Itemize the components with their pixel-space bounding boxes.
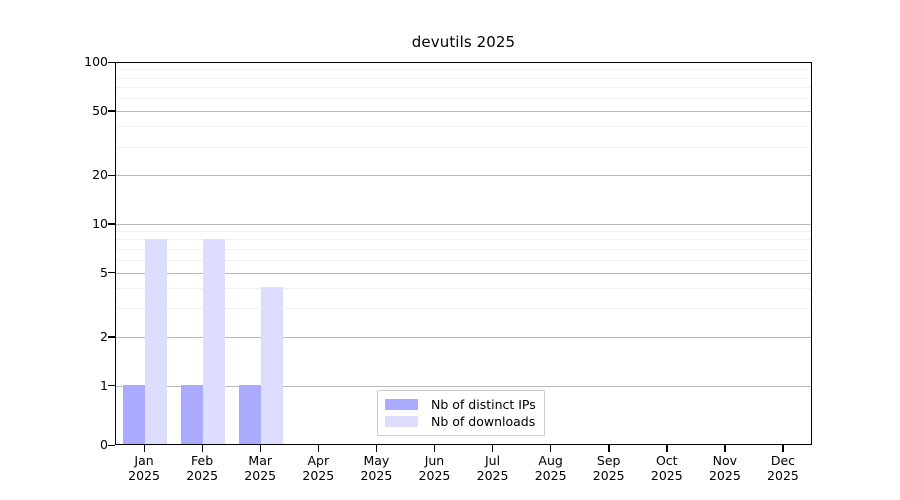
x-tick-label-year: 2025 — [708, 468, 741, 483]
x-tick-mark — [143, 445, 145, 452]
chart-legend: Nb of distinct IPs Nb of downloads — [377, 390, 545, 436]
x-tick-mark — [724, 445, 726, 452]
gridline-major — [116, 385, 811, 387]
gridline-minor — [116, 87, 811, 89]
y-tick-mark — [108, 272, 115, 274]
x-tick-label: Jun 2025 — [394, 453, 474, 483]
gridline-major — [116, 272, 811, 274]
gridline-minor — [116, 97, 811, 99]
x-tick-label-month: Mar — [248, 453, 272, 468]
gridline-minor — [116, 288, 811, 290]
x-tick-mark — [492, 445, 494, 452]
x-tick-label-month: Nov — [712, 453, 738, 468]
x-tick-label: Feb 2025 — [162, 453, 242, 483]
x-tick-label-month: Sep — [596, 453, 621, 468]
gridline-minor — [116, 239, 811, 241]
x-tick-label-month: Aug — [538, 453, 563, 468]
legend-label: Nb of downloads — [431, 414, 536, 429]
x-tick-label-year: 2025 — [767, 468, 799, 483]
y-tick-mark — [108, 110, 115, 112]
x-tick-label: May 2025 — [336, 453, 416, 483]
gridline-minor — [116, 248, 811, 250]
gridline-major — [116, 62, 811, 63]
x-tick-label-month: Jul — [484, 453, 501, 468]
x-tick-mark — [782, 445, 784, 452]
y-tick-label: 5 — [100, 264, 108, 280]
x-tick-label-year: 2025 — [186, 468, 219, 483]
y-tick-label: 10 — [92, 215, 108, 231]
legend-item: Nb of distinct IPs — [385, 396, 536, 413]
x-tick-label: Aug 2025 — [511, 453, 591, 483]
x-tick-label-year: 2025 — [650, 468, 683, 483]
x-tick-label-month: Oct — [655, 453, 678, 468]
y-tick-label: 0 — [100, 437, 108, 452]
gridline-minor — [116, 259, 811, 261]
x-tick-label-month: Feb — [191, 453, 214, 468]
legend-label: Nb of distinct IPs — [431, 397, 536, 412]
y-tick-mark — [108, 61, 115, 63]
bar-distinct-ips — [123, 384, 146, 444]
y-tick-label: 100 — [84, 54, 108, 69]
y-tick-label: 2 — [100, 328, 108, 344]
x-tick-label-month: May — [363, 453, 390, 468]
x-tick-label-year: 2025 — [360, 468, 393, 483]
x-tick-label-month: Jan — [134, 453, 154, 468]
x-tick-label-year: 2025 — [128, 468, 160, 483]
gridline-major — [116, 223, 811, 225]
x-tick-label: Jan 2025 — [104, 453, 184, 483]
gridline-major — [116, 175, 811, 177]
gridline-minor — [116, 69, 811, 71]
y-tick-mark — [108, 336, 115, 338]
x-tick-mark — [317, 445, 320, 452]
y-tick-mark — [108, 385, 115, 387]
legend-swatch-icon — [385, 416, 418, 427]
x-tick-label-year: 2025 — [476, 468, 509, 483]
x-tick-label: Dec 2025 — [743, 453, 823, 483]
x-tick-label-year: 2025 — [418, 468, 451, 483]
x-tick-mark — [550, 445, 552, 452]
bar-downloads — [203, 238, 226, 444]
legend-swatch-icon — [385, 399, 418, 410]
bar-distinct-ips — [239, 384, 262, 444]
gridline-minor — [116, 231, 811, 233]
x-tick-label-year: 2025 — [302, 468, 335, 483]
gridline-minor — [116, 308, 811, 310]
x-tick-mark — [201, 445, 203, 452]
x-tick-label: Oct 2025 — [627, 453, 707, 483]
x-tick-label: Nov 2025 — [685, 453, 765, 483]
y-tick-mark — [108, 174, 115, 176]
bar-downloads — [145, 238, 168, 444]
y-tick-label: 50 — [92, 102, 108, 118]
x-tick-label-month: Apr — [307, 453, 330, 468]
x-tick-mark — [608, 445, 610, 452]
gridline-major — [116, 336, 811, 338]
plot-area — [115, 62, 812, 445]
gridline-minor — [116, 146, 811, 148]
x-tick-mark — [375, 445, 378, 452]
x-tick-mark — [259, 445, 261, 452]
bar-downloads — [261, 287, 284, 444]
x-tick-label: Mar 2025 — [220, 453, 300, 483]
gridline-minor — [116, 77, 811, 79]
chart-title: devutils 2025 — [411, 33, 516, 51]
legend-item: Nb of downloads — [385, 413, 536, 430]
y-tick-mark — [108, 223, 115, 225]
gridline-major — [116, 110, 811, 112]
x-tick-mark — [666, 445, 668, 452]
x-tick-label-month: Dec — [770, 453, 796, 468]
bar-distinct-ips — [181, 384, 204, 444]
gridline-minor — [116, 126, 811, 128]
x-tick-label-month: Jun — [424, 453, 445, 468]
y-tick-label: 20 — [92, 167, 108, 183]
x-tick-label-year: 2025 — [592, 468, 625, 483]
x-tick-label: Jul 2025 — [453, 453, 533, 483]
x-tick-mark — [433, 445, 436, 452]
x-tick-label: Sep 2025 — [569, 453, 649, 483]
x-tick-label-year: 2025 — [244, 468, 277, 483]
y-tick-label: 1 — [100, 377, 108, 393]
x-tick-label: Apr 2025 — [278, 453, 358, 483]
x-tick-label-year: 2025 — [534, 468, 567, 483]
y-tick-mark — [108, 444, 115, 446]
